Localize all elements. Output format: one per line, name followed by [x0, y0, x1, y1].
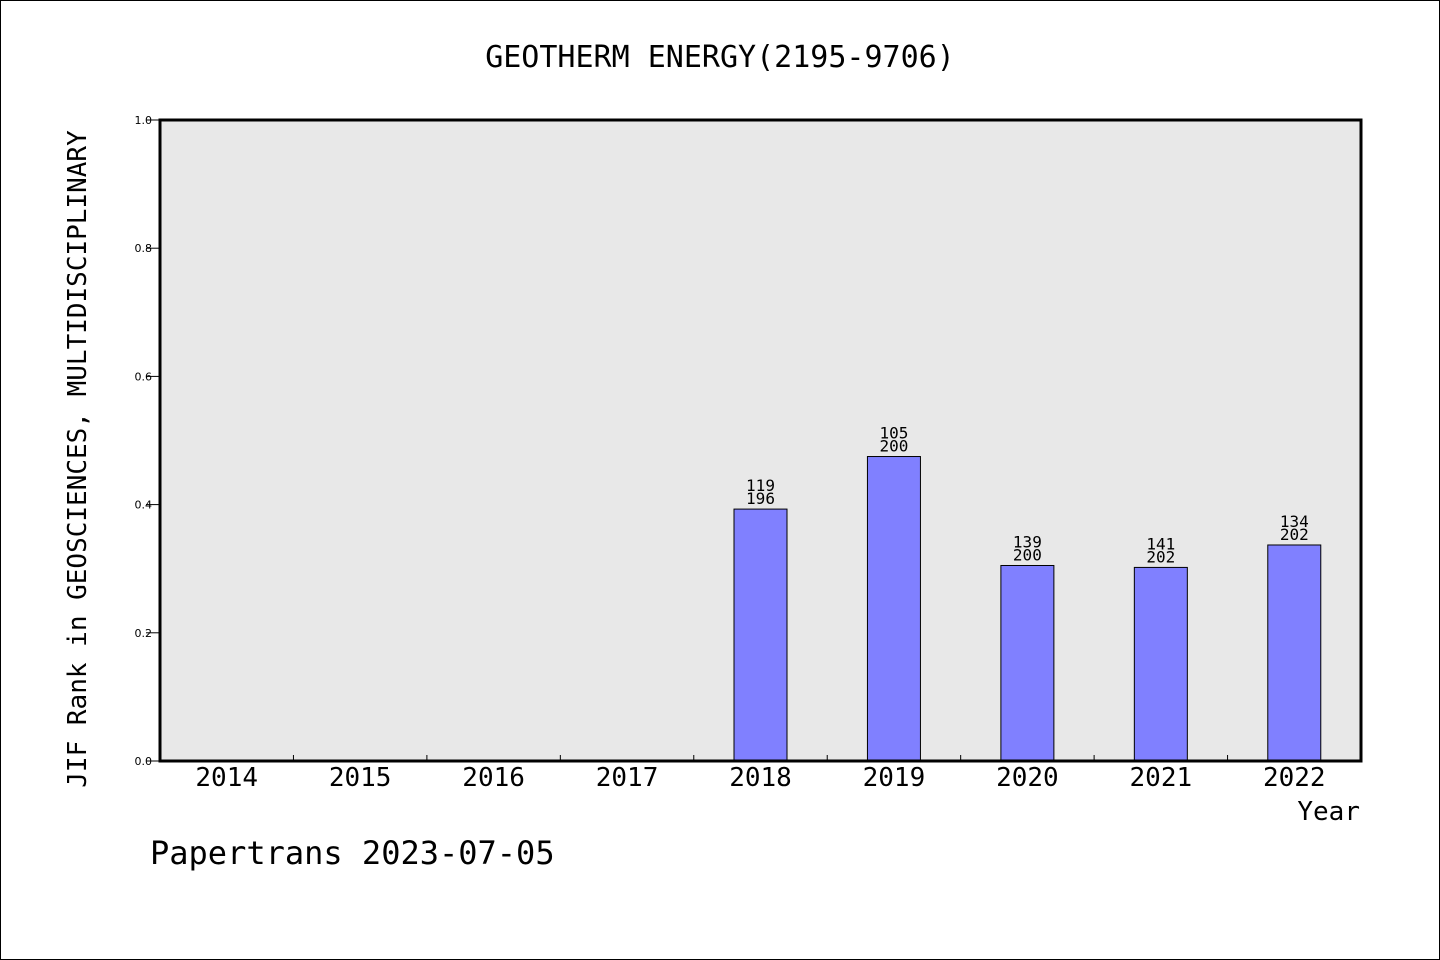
bar-total-label: 196 [746, 489, 775, 508]
x-axis-label: Year [1297, 797, 1360, 827]
bar-total-label: 202 [1146, 547, 1175, 566]
bar-2018 [733, 508, 788, 762]
bar-rank-label: 105 [879, 424, 908, 443]
y-tick-label: 0.8 [135, 242, 153, 255]
x-tick-label: 2018 [729, 763, 792, 793]
bar-2021 [1133, 566, 1188, 762]
ticks-group: 0.0 0.2 0.4 0.6 0.8 1.0 2014 2015 2016 2017 2018 20… [135, 114, 1326, 793]
x-tick-label: 2017 [596, 763, 659, 793]
y-axis-label: JIF Rank in GEOSCIENCES, MULTIDISCIPLINA… [63, 130, 93, 788]
x-tick-label: 2022 [1263, 763, 1326, 793]
x-tick-label: 2021 [1130, 763, 1193, 793]
x-tick-label: 2016 [462, 763, 525, 793]
bar-2020 [1000, 564, 1055, 762]
chart-title: GEOTHERM ENERGY(2195-9706) [485, 40, 955, 75]
footer-credit: Papertrans 2023-07-05 [150, 834, 555, 872]
bar-2019 [866, 456, 921, 762]
x-tick-label: 2019 [863, 763, 926, 793]
bar-total-label: 200 [879, 437, 908, 456]
bar-rank-label: 139 [1013, 532, 1042, 551]
y-tick-label: 0.2 [135, 627, 153, 640]
x-tick-label: 2014 [195, 763, 258, 793]
bar-total-label: 200 [1013, 545, 1042, 564]
plot-border [158, 118, 1363, 763]
y-tick-label: 1.0 [135, 114, 153, 127]
bar-total-label: 202 [1280, 525, 1309, 544]
x-tick-label: 2020 [996, 763, 1059, 793]
bar-rank-label: 141 [1146, 534, 1175, 553]
y-tick-label: 0.6 [135, 370, 153, 383]
y-tick-label: 0.0 [135, 755, 153, 768]
y-tick-label: 0.4 [135, 499, 153, 512]
bar-rank-label: 134 [1280, 512, 1309, 531]
bar-rank-label: 119 [746, 476, 775, 495]
x-tick-label: 2015 [329, 763, 392, 793]
bar-2022 [1267, 544, 1322, 762]
